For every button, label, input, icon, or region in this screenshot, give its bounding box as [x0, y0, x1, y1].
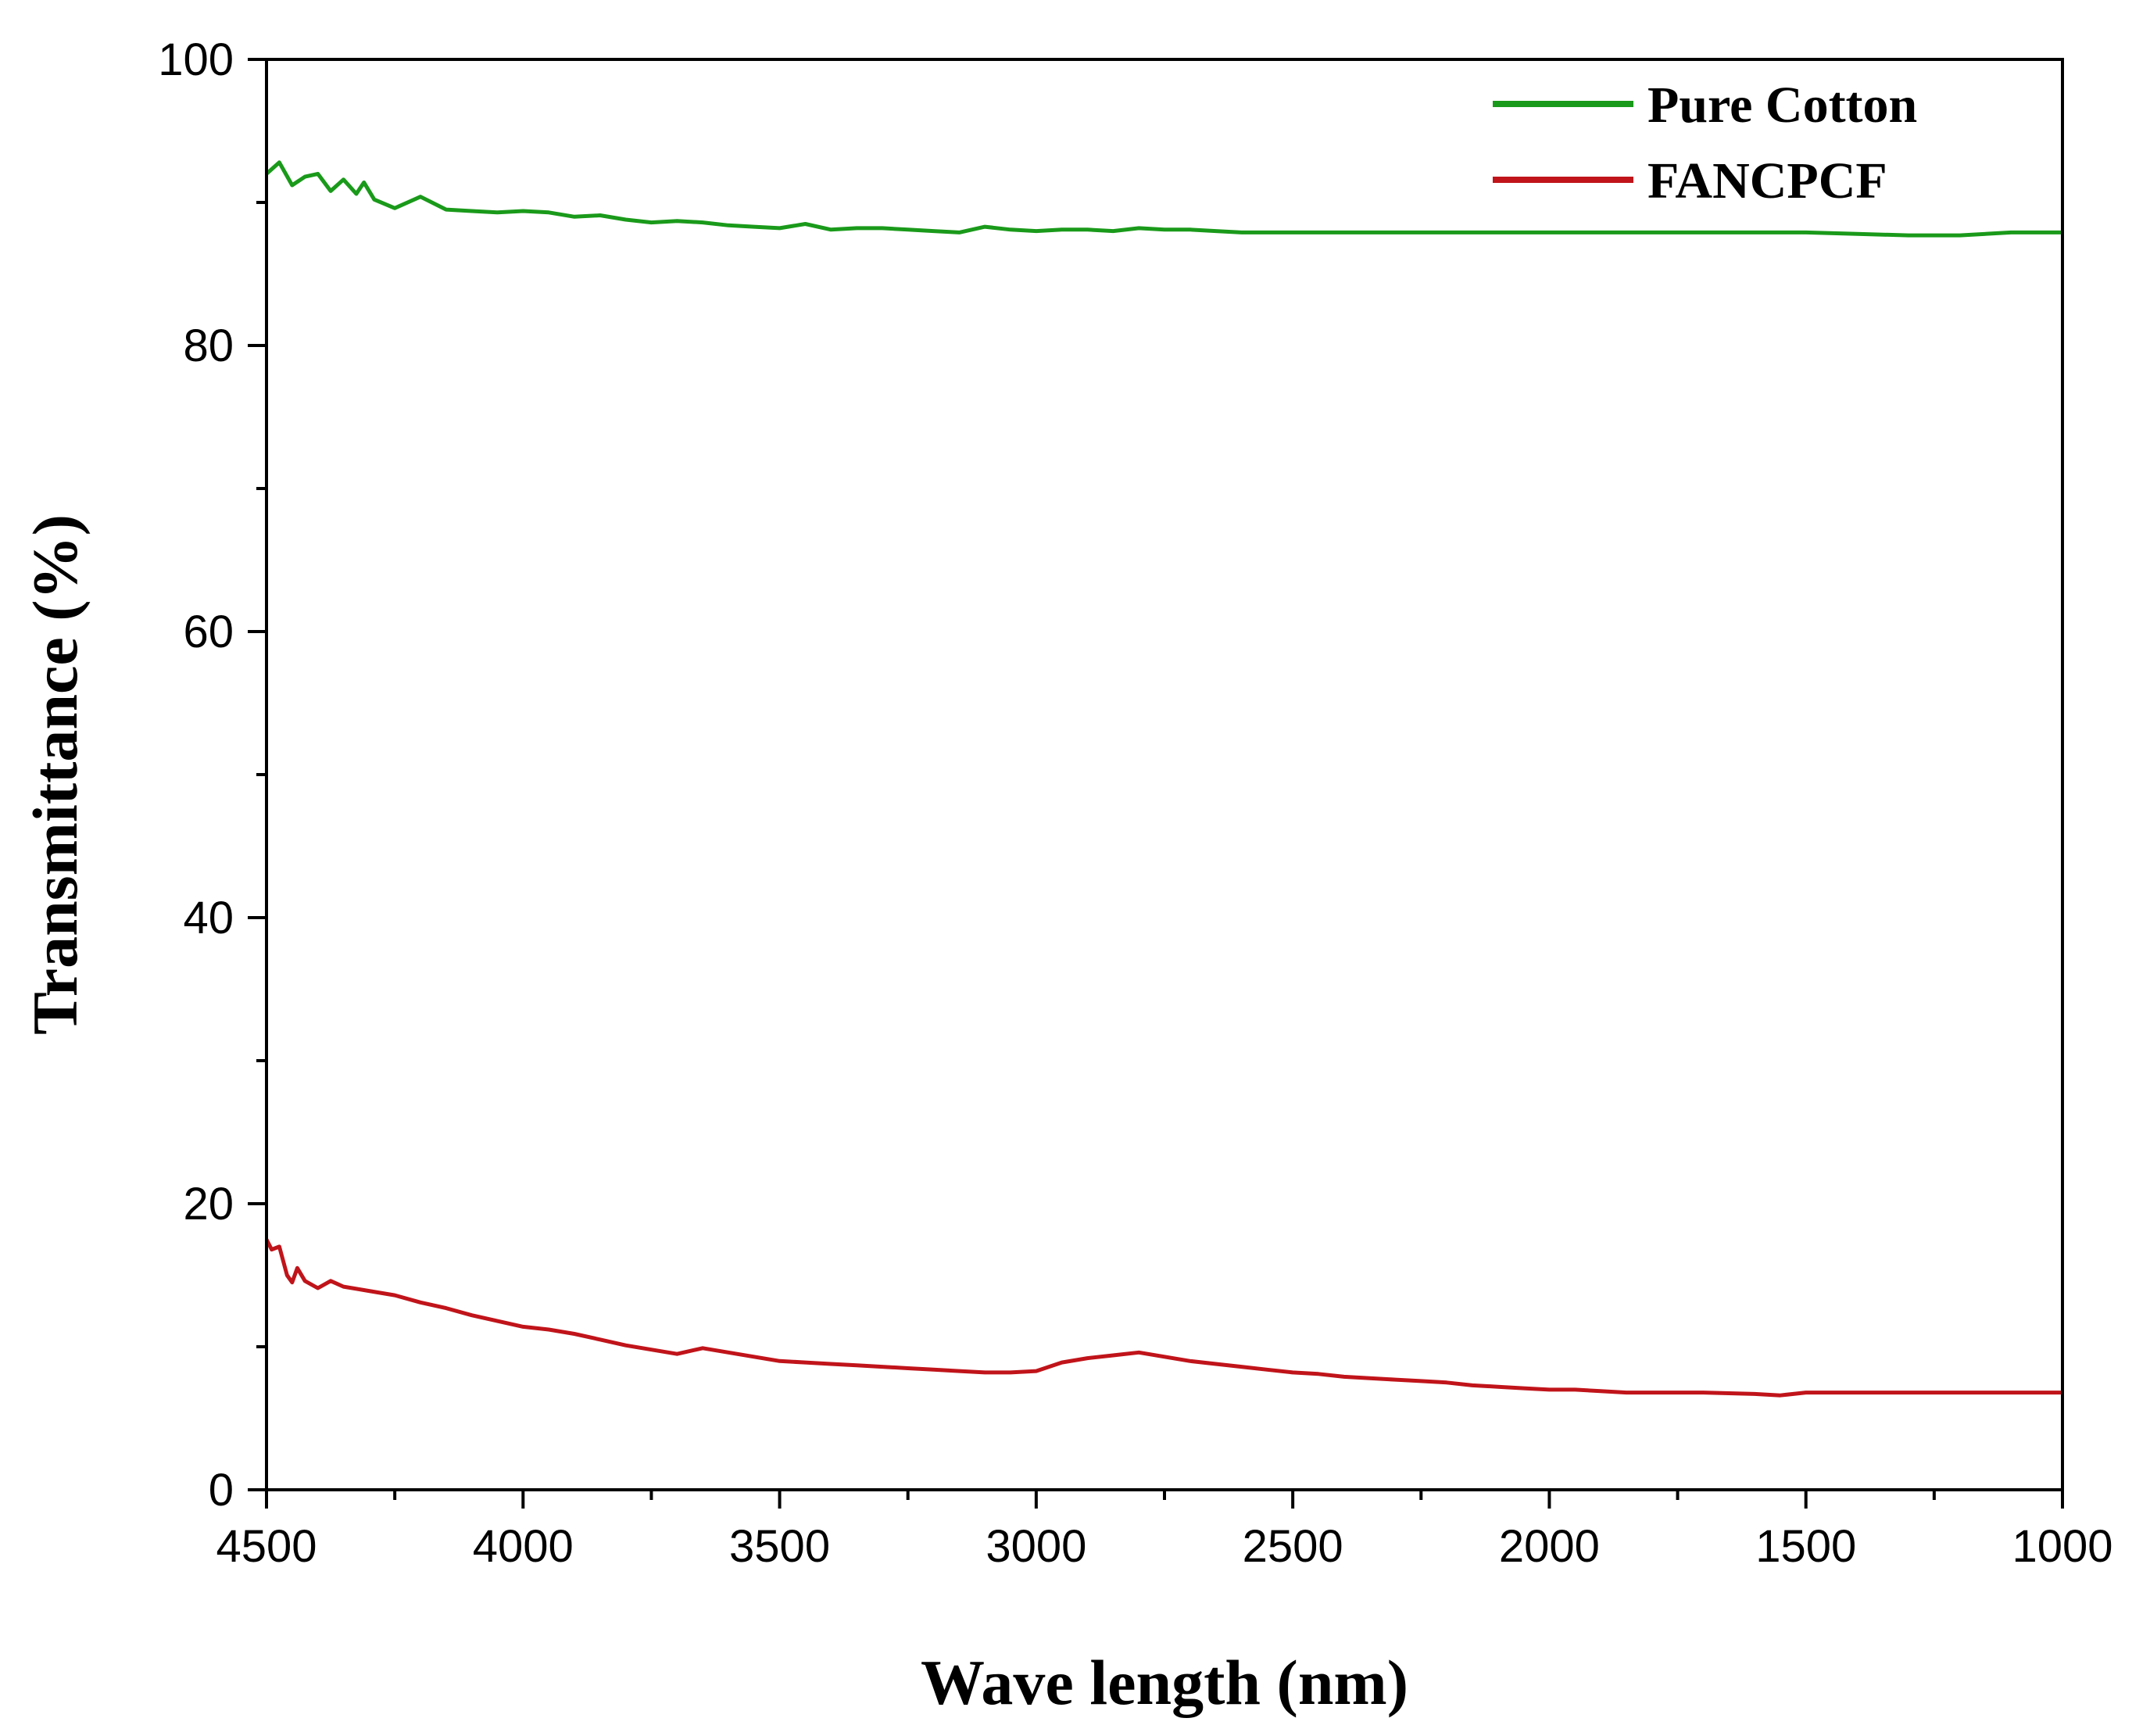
plot-frame	[265, 58, 2064, 1491]
y-tick-label: 60	[183, 607, 234, 657]
x-axis-title: Wave length (nm)	[921, 1647, 1408, 1718]
x-tick-label: 3000	[986, 1521, 1086, 1572]
y-tick-label: 20	[183, 1179, 234, 1230]
legend: Pure Cotton FANCPCF	[1493, 77, 1917, 209]
series-layer	[264, 160, 2062, 1398]
x-tick-label: 3500	[729, 1521, 830, 1572]
x-tick-label: 2500	[1243, 1521, 1343, 1572]
series-line-pure-cotton	[265, 160, 2062, 238]
y-tick-label: 0	[209, 1465, 234, 1516]
y-tick-label: 100	[158, 34, 234, 85]
x-tick-label: 4000	[473, 1521, 574, 1572]
x-tick-label: 4500	[216, 1521, 317, 1572]
y-axis-title: Transmittance (%)	[20, 514, 91, 1035]
tick-labels-layer: 4500 4000 3500 3000 2500 2000 1500 1000 0 20 40 60 8…	[158, 34, 2112, 1572]
y-tick-label: 80	[183, 320, 234, 371]
series-line-fancpcf	[264, 1238, 2062, 1398]
x-tick-label: 2000	[1499, 1521, 1600, 1572]
x-tick-label: 1000	[2012, 1521, 2112, 1572]
y-tick-label: 40	[183, 893, 234, 943]
legend-label-pure-cotton: Pure Cotton	[1647, 77, 1917, 134]
x-tick-label: 1500	[1755, 1521, 1856, 1572]
ticks-layer	[248, 58, 2064, 1509]
legend-label-fancpcf: FANCPCF	[1647, 152, 1887, 209]
